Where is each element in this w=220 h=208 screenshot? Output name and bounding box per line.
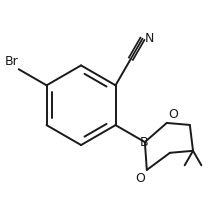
Text: Br: Br xyxy=(4,55,18,68)
Text: N: N xyxy=(145,32,154,45)
Text: O: O xyxy=(168,108,178,121)
Text: O: O xyxy=(135,172,145,185)
Text: B: B xyxy=(140,136,148,149)
